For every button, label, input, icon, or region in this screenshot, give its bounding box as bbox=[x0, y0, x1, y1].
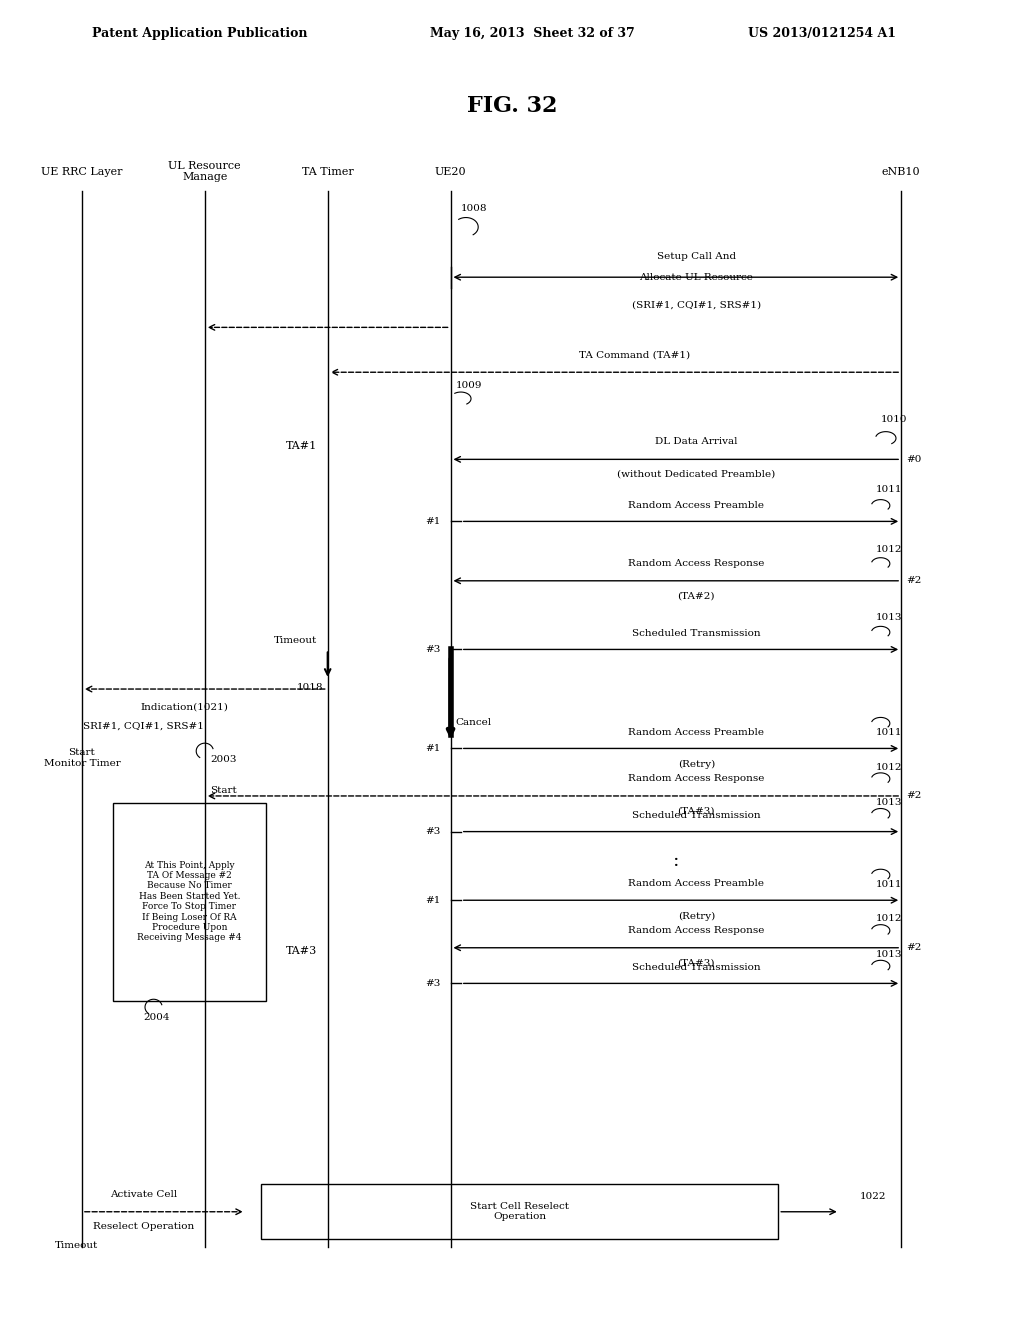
Text: (SRI#1, CQI#1, SRS#1): (SRI#1, CQI#1, SRS#1) bbox=[632, 301, 761, 310]
Text: SRI#1, CQI#1, SRS#1: SRI#1, CQI#1, SRS#1 bbox=[83, 722, 204, 731]
Text: Random Access Preamble: Random Access Preamble bbox=[629, 727, 764, 737]
Bar bbox=[113, 803, 266, 1001]
Text: (Retry): (Retry) bbox=[678, 760, 715, 770]
Text: US 2013/0121254 A1: US 2013/0121254 A1 bbox=[748, 26, 896, 40]
Text: Random Access Preamble: Random Access Preamble bbox=[629, 500, 764, 510]
Text: Activate Cell: Activate Cell bbox=[110, 1189, 177, 1199]
Text: TA Timer: TA Timer bbox=[302, 166, 353, 177]
Text: Timeout: Timeout bbox=[55, 1241, 98, 1250]
Text: Start: Start bbox=[210, 787, 237, 796]
Text: #1: #1 bbox=[425, 896, 440, 904]
Text: At This Point, Apply
TA Of Message #2
Because No Timer
Has Been Started Yet.
For: At This Point, Apply TA Of Message #2 Be… bbox=[137, 861, 242, 942]
Text: #2: #2 bbox=[906, 577, 922, 585]
Text: 1013: 1013 bbox=[876, 614, 902, 623]
Text: Cancel: Cancel bbox=[456, 718, 492, 727]
Text: 1008: 1008 bbox=[461, 205, 487, 214]
Text: Patent Application Publication: Patent Application Publication bbox=[92, 26, 307, 40]
Text: UE RRC Layer: UE RRC Layer bbox=[41, 166, 123, 177]
Text: 1012: 1012 bbox=[876, 915, 902, 924]
Text: 1009: 1009 bbox=[456, 381, 482, 391]
Text: Scheduled Transmission: Scheduled Transmission bbox=[632, 628, 761, 638]
Text: 1013: 1013 bbox=[876, 950, 902, 960]
Text: Setup Call And: Setup Call And bbox=[656, 252, 736, 261]
Text: Random Access Response: Random Access Response bbox=[628, 558, 765, 568]
Text: TA#3: TA#3 bbox=[286, 946, 317, 957]
Text: (Retry): (Retry) bbox=[678, 912, 715, 921]
Bar bbox=[261, 1184, 778, 1239]
Text: Allocate UL Resource: Allocate UL Resource bbox=[639, 273, 754, 281]
Text: Timeout: Timeout bbox=[274, 636, 317, 645]
Text: Random Access Response: Random Access Response bbox=[628, 925, 765, 935]
Text: (TA#2): (TA#2) bbox=[678, 591, 715, 601]
Text: 1010: 1010 bbox=[881, 416, 907, 425]
Text: :: : bbox=[673, 851, 679, 870]
Text: eNB10: eNB10 bbox=[882, 166, 921, 177]
Text: TA#1: TA#1 bbox=[286, 441, 317, 451]
Text: UE20: UE20 bbox=[435, 166, 466, 177]
Text: Indication(1021): Indication(1021) bbox=[140, 702, 228, 711]
Text: Random Access Preamble: Random Access Preamble bbox=[629, 879, 764, 888]
Text: #2: #2 bbox=[906, 792, 922, 800]
Text: 1022: 1022 bbox=[860, 1192, 887, 1201]
Text: 2003: 2003 bbox=[210, 755, 237, 764]
Text: (TA#3): (TA#3) bbox=[678, 958, 715, 968]
Text: TA Command (TA#1): TA Command (TA#1) bbox=[580, 350, 690, 359]
Text: #3: #3 bbox=[425, 828, 440, 836]
Text: Reselect Operation: Reselect Operation bbox=[93, 1222, 194, 1232]
Text: #0: #0 bbox=[906, 455, 922, 463]
Text: 1011: 1011 bbox=[876, 880, 902, 890]
Text: 1013: 1013 bbox=[876, 799, 902, 808]
Text: (TA#3): (TA#3) bbox=[678, 807, 715, 816]
Text: UL Resource
Manage: UL Resource Manage bbox=[169, 161, 241, 182]
Text: Scheduled Transmission: Scheduled Transmission bbox=[632, 962, 761, 972]
Text: 1012: 1012 bbox=[876, 545, 902, 554]
Text: Start
Monitor Timer: Start Monitor Timer bbox=[44, 748, 120, 768]
Text: 1012: 1012 bbox=[876, 763, 902, 772]
Text: 1011: 1011 bbox=[876, 486, 902, 495]
Text: #2: #2 bbox=[906, 944, 922, 952]
Text: #1: #1 bbox=[425, 517, 440, 525]
Text: Random Access Response: Random Access Response bbox=[628, 774, 765, 783]
Text: #3: #3 bbox=[425, 979, 440, 987]
Text: #1: #1 bbox=[425, 744, 440, 752]
Text: DL Data Arrival: DL Data Arrival bbox=[655, 437, 737, 446]
Text: 1018: 1018 bbox=[297, 684, 324, 693]
Text: 2004: 2004 bbox=[143, 1014, 170, 1023]
Text: (without Dedicated Preamble): (without Dedicated Preamble) bbox=[617, 470, 775, 479]
Text: #3: #3 bbox=[425, 645, 440, 653]
Text: 1011: 1011 bbox=[876, 729, 902, 738]
Text: May 16, 2013  Sheet 32 of 37: May 16, 2013 Sheet 32 of 37 bbox=[430, 26, 635, 40]
Text: Start Cell Reselect
Operation: Start Cell Reselect Operation bbox=[470, 1203, 569, 1221]
Text: FIG. 32: FIG. 32 bbox=[467, 95, 557, 116]
Text: Scheduled Transmission: Scheduled Transmission bbox=[632, 810, 761, 820]
